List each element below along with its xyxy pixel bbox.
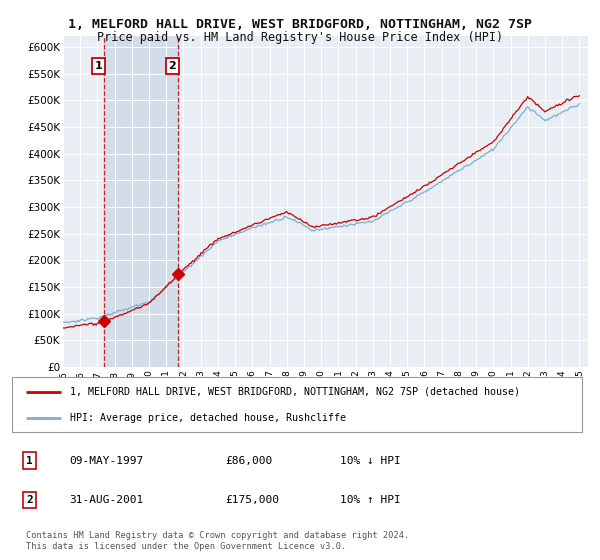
Text: 10% ↑ HPI: 10% ↑ HPI — [340, 495, 401, 505]
Text: Contains HM Land Registry data © Crown copyright and database right 2024.
This d: Contains HM Land Registry data © Crown c… — [26, 531, 410, 551]
Text: 10% ↓ HPI: 10% ↓ HPI — [340, 456, 401, 465]
Text: £86,000: £86,000 — [225, 456, 272, 465]
Text: 1: 1 — [26, 456, 33, 465]
FancyBboxPatch shape — [12, 377, 582, 432]
Text: £175,000: £175,000 — [225, 495, 279, 505]
Text: HPI: Average price, detached house, Rushcliffe: HPI: Average price, detached house, Rush… — [70, 413, 346, 423]
Text: 2: 2 — [26, 495, 33, 505]
Text: 1, MELFORD HALL DRIVE, WEST BRIDGFORD, NOTTINGHAM, NG2 7SP (detached house): 1, MELFORD HALL DRIVE, WEST BRIDGFORD, N… — [70, 386, 520, 396]
Text: 1, MELFORD HALL DRIVE, WEST BRIDGFORD, NOTTINGHAM, NG2 7SP: 1, MELFORD HALL DRIVE, WEST BRIDGFORD, N… — [68, 18, 532, 31]
Text: 1: 1 — [95, 61, 103, 71]
Text: 09-MAY-1997: 09-MAY-1997 — [70, 456, 144, 465]
Text: Price paid vs. HM Land Registry's House Price Index (HPI): Price paid vs. HM Land Registry's House … — [97, 31, 503, 44]
Text: 2: 2 — [169, 61, 176, 71]
Bar — [104, 36, 178, 367]
Text: 31-AUG-2001: 31-AUG-2001 — [70, 495, 144, 505]
